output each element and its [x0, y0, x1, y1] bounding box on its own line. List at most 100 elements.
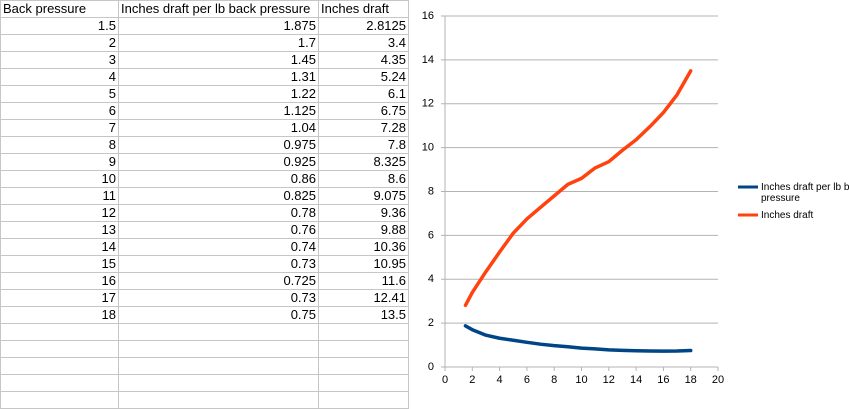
- sheet-row: 9 0.925 8.325: [0, 153, 409, 171]
- empty-cell: [0, 357, 119, 375]
- cell: 1.875: [118, 17, 319, 35]
- cell: 0.78: [118, 204, 319, 222]
- cell: 4.35: [318, 51, 409, 69]
- empty-cell: [318, 340, 409, 358]
- cell: 4: [0, 68, 119, 86]
- x-tick-label: 18: [685, 374, 697, 386]
- sheet-row: 11 0.825 9.075: [0, 187, 409, 205]
- y-tick-label: 8: [428, 185, 434, 197]
- empty-cell: [0, 340, 119, 358]
- cell: 0.74: [118, 238, 319, 256]
- empty-cell: [118, 357, 319, 375]
- cell: 9.075: [318, 187, 409, 205]
- cell: 3.4: [318, 34, 409, 52]
- x-tick-label: 2: [469, 374, 475, 386]
- empty-cell: [0, 323, 119, 341]
- sheet-row: 6 1.125 6.75: [0, 102, 409, 120]
- empty-cell: [318, 357, 409, 375]
- x-tick-label: 8: [551, 374, 557, 386]
- cell: 0.925: [118, 153, 319, 171]
- sheet-row: [0, 340, 409, 358]
- cell: 0.75: [118, 306, 319, 324]
- cell: 1.45: [118, 51, 319, 69]
- cell: 8.325: [318, 153, 409, 171]
- cell: 3: [0, 51, 119, 69]
- sheet-row: 3 1.45 4.35: [0, 51, 409, 69]
- cell: 11: [0, 187, 119, 205]
- cell: 1.125: [118, 102, 319, 120]
- sheet-row: 14 0.74 10.36: [0, 238, 409, 256]
- empty-cell: [318, 323, 409, 341]
- cell: 0.73: [118, 289, 319, 307]
- cell: 10.95: [318, 255, 409, 273]
- sheet-row: 16 0.725 11.6: [0, 272, 409, 290]
- sheet-row: 4 1.31 5.24: [0, 68, 409, 86]
- sheet-row: 7 1.04 7.28: [0, 119, 409, 137]
- empty-cell: [0, 374, 119, 392]
- cell: 1.7: [118, 34, 319, 52]
- cell: 12: [0, 204, 119, 222]
- cell: 1.04: [118, 119, 319, 137]
- cell: 0.975: [118, 136, 319, 154]
- sheet-row: 15 0.73 10.95: [0, 255, 409, 273]
- cell: 2.8125: [318, 17, 409, 35]
- cell: 7.28: [318, 119, 409, 137]
- series-line: [463, 324, 693, 353]
- legend-label: Inches draft per lb back pressure: [761, 182, 849, 204]
- cell: 9.88: [318, 221, 409, 239]
- sheet-row: 18 0.75 13.5: [0, 306, 409, 324]
- series-line: [463, 69, 693, 308]
- sheet-row: [0, 374, 409, 392]
- sheet-row: 12 0.78 9.36: [0, 204, 409, 222]
- cell: 8.6: [318, 170, 409, 188]
- sheet-row: 2 1.7 3.4: [0, 34, 409, 52]
- cell: 6: [0, 102, 119, 120]
- cell: 18: [0, 306, 119, 324]
- sheet-row: 5 1.22 6.1: [0, 85, 409, 103]
- cell: 0.73: [118, 255, 319, 273]
- empty-cell: [118, 391, 319, 409]
- x-tick-label: 20: [712, 374, 724, 386]
- x-tick-label: 14: [630, 374, 642, 386]
- y-tick-label: 6: [428, 229, 434, 241]
- empty-cell: [118, 340, 319, 358]
- cell: 7.8: [318, 136, 409, 154]
- empty-cell: [318, 391, 409, 409]
- y-tick-label: 12: [422, 98, 434, 110]
- cell: 1.31: [118, 68, 319, 86]
- cell: 11.6: [318, 272, 409, 290]
- empty-cell: [0, 391, 119, 409]
- y-tick-label: 14: [422, 54, 434, 66]
- cell: 9: [0, 153, 119, 171]
- cell: 16: [0, 272, 119, 290]
- legend-label: Inches draft: [761, 210, 814, 221]
- sheet-row: [0, 357, 409, 375]
- y-tick-label: 0: [428, 361, 434, 373]
- sheet-row: Back pressure Inches draft per lb back pr…: [0, 0, 409, 18]
- cell: 5.24: [318, 68, 409, 86]
- cell: 9.36: [318, 204, 409, 222]
- cell: 13: [0, 221, 119, 239]
- sheet-row: 13 0.76 9.88: [0, 221, 409, 239]
- cell: Back pressure: [0, 0, 119, 18]
- empty-cell: [318, 374, 409, 392]
- x-tick-label: 10: [575, 374, 587, 386]
- sheet-row: [0, 323, 409, 341]
- sheet-row: 10 0.86 8.6: [0, 170, 409, 188]
- empty-cell: [118, 323, 319, 341]
- cell: Inches draft per lb back pressure: [118, 0, 319, 18]
- sheet-table: Back pressure Inches draft per lb back pr…: [0, 0, 409, 409]
- x-tick-label: 6: [524, 374, 530, 386]
- cell: 10: [0, 170, 119, 188]
- y-tick-label: 10: [422, 142, 434, 154]
- cell: 1.5: [0, 17, 119, 35]
- x-tick-label: 4: [497, 374, 503, 386]
- y-tick-label: 16: [422, 10, 434, 22]
- sheet-row: [0, 391, 409, 409]
- cell: 14: [0, 238, 119, 256]
- cell: Inches draft: [318, 0, 409, 18]
- cell: 0.825: [118, 187, 319, 205]
- cell: 0.86: [118, 170, 319, 188]
- y-tick-label: 2: [428, 317, 434, 329]
